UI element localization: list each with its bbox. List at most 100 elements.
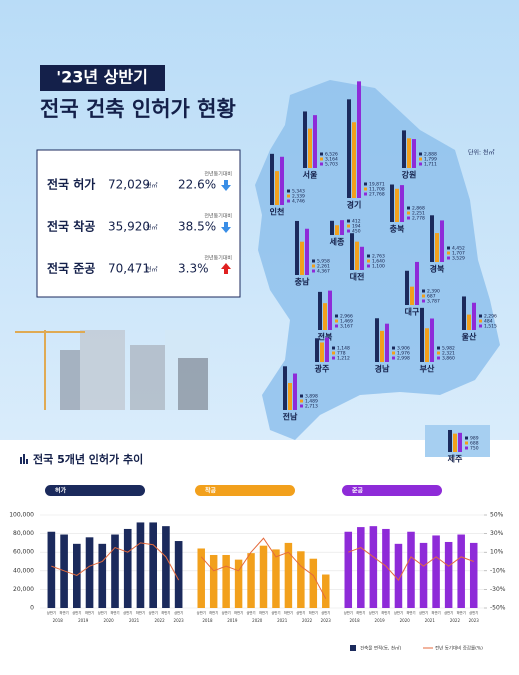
region-value-label: 484 xyxy=(484,319,493,325)
region-bar xyxy=(430,318,434,362)
legend-swatch xyxy=(287,189,290,193)
x-tick-label: 상반기 xyxy=(123,610,132,615)
region-value-label: 989 xyxy=(470,436,479,442)
legend-swatch xyxy=(320,162,323,166)
legend-swatch xyxy=(335,314,338,318)
x-tick-label: 하반기 xyxy=(356,610,365,615)
summary-unit: 천㎡ xyxy=(146,224,158,232)
legend-swatch xyxy=(392,351,395,355)
change-line xyxy=(348,546,474,581)
region-value-label: 6,526 xyxy=(325,152,338,158)
region-bar xyxy=(375,318,379,362)
summary-value: 70,471 xyxy=(108,262,150,276)
summary-value: 72,029 xyxy=(108,178,150,192)
region-bar xyxy=(425,328,429,362)
x-tick-label: 하반기 xyxy=(60,610,69,615)
x-group-label: 2020 xyxy=(400,618,411,623)
legend-swatch xyxy=(320,157,323,161)
x-group-label: 2022 xyxy=(154,618,165,623)
change-arrow xyxy=(221,222,231,233)
y2-tick-label: 10% xyxy=(490,549,504,556)
bar xyxy=(197,548,205,608)
y-tick-label: 80,000 xyxy=(13,530,34,537)
x-tick-label: 상반기 xyxy=(197,610,206,615)
panel-title: 착공 xyxy=(205,487,217,495)
region-bar xyxy=(330,220,334,235)
region-bar xyxy=(303,111,307,168)
region-bar xyxy=(288,382,292,410)
x-tick-label: 하반기 xyxy=(284,610,293,615)
region-value-label: 1,148 xyxy=(337,346,350,352)
summary-compare: 전년동기대비 xyxy=(204,171,232,178)
region-bar xyxy=(313,115,317,168)
bar xyxy=(111,534,119,608)
x-tick-label: 하반기 xyxy=(309,610,318,615)
x-tick-label: 하반기 xyxy=(381,610,390,615)
region-value-label: 3,787 xyxy=(427,299,440,305)
legend-swatch xyxy=(364,187,367,191)
panel-title: 허가 xyxy=(55,487,67,495)
legend-swatch xyxy=(422,289,425,293)
region-bar xyxy=(405,270,409,305)
legend-swatch xyxy=(364,182,367,186)
summary-label: 전국 착공 xyxy=(47,219,95,234)
region-value-label: 450 xyxy=(352,229,361,235)
legend-swatch xyxy=(419,162,422,166)
region-bar xyxy=(472,302,476,330)
y-tick-label: 60,000 xyxy=(13,549,34,556)
region-value-label: 1,799 xyxy=(424,157,437,163)
summary-value: 35,920 xyxy=(108,220,150,234)
region-value-label: 2,321 xyxy=(442,351,455,357)
legend-swatch xyxy=(422,294,425,298)
region-bar xyxy=(323,303,327,330)
x-group-label: 2020 xyxy=(104,618,115,623)
x-group-label: 2019 xyxy=(375,618,386,623)
building xyxy=(130,345,165,410)
region-bar xyxy=(430,215,434,262)
region-name: 전남 xyxy=(283,412,298,422)
region-bar xyxy=(318,291,322,330)
x-tick-label: 상반기 xyxy=(222,610,231,615)
region-bar xyxy=(458,432,462,452)
region-value-label: 2,888 xyxy=(424,152,437,158)
legend-swatch xyxy=(335,324,338,328)
region-value-label: 2,390 xyxy=(427,289,440,295)
region-value-label: 5,982 xyxy=(442,346,455,352)
y-tick-label: 0 xyxy=(30,605,34,612)
region-name: 강원 xyxy=(402,170,417,180)
region-name: 전북 xyxy=(318,332,333,342)
region-bar xyxy=(355,241,359,270)
legend-swatch xyxy=(407,216,410,220)
region-name: 세종 xyxy=(330,237,345,247)
legend-swatch xyxy=(437,351,440,355)
x-tick-label: 하반기 xyxy=(85,610,94,615)
bar xyxy=(222,554,230,608)
change-arrow xyxy=(221,263,231,274)
region-bar xyxy=(462,296,466,330)
region-bar xyxy=(407,138,411,168)
x-tick-label: 하반기 xyxy=(234,610,243,615)
region-value-label: 687 xyxy=(427,294,436,300)
legend-swatch xyxy=(332,346,335,350)
y2-tick-label: -30% xyxy=(490,586,506,593)
bar xyxy=(407,531,415,608)
x-tick-label: 하반기 xyxy=(110,610,119,615)
region-value-label: 1,515 xyxy=(484,324,497,330)
y2-tick-label: 30% xyxy=(490,530,504,537)
legend-swatch xyxy=(332,356,335,360)
legend-swatch xyxy=(287,199,290,203)
bar xyxy=(174,541,183,608)
bar xyxy=(369,526,378,608)
region-bar xyxy=(350,233,354,270)
x-tick-label: 상반기 xyxy=(149,610,158,615)
region-value-label: 1,100 xyxy=(372,264,385,270)
region-name: 충북 xyxy=(390,224,405,234)
icon xyxy=(20,457,22,464)
region-value-label: 194 xyxy=(352,224,361,230)
legend-swatch xyxy=(479,314,482,318)
region-bar xyxy=(300,241,304,275)
x-tick-label: 하반기 xyxy=(161,610,170,615)
region-value-label: 5,703 xyxy=(325,162,338,168)
region-bar xyxy=(380,330,384,362)
